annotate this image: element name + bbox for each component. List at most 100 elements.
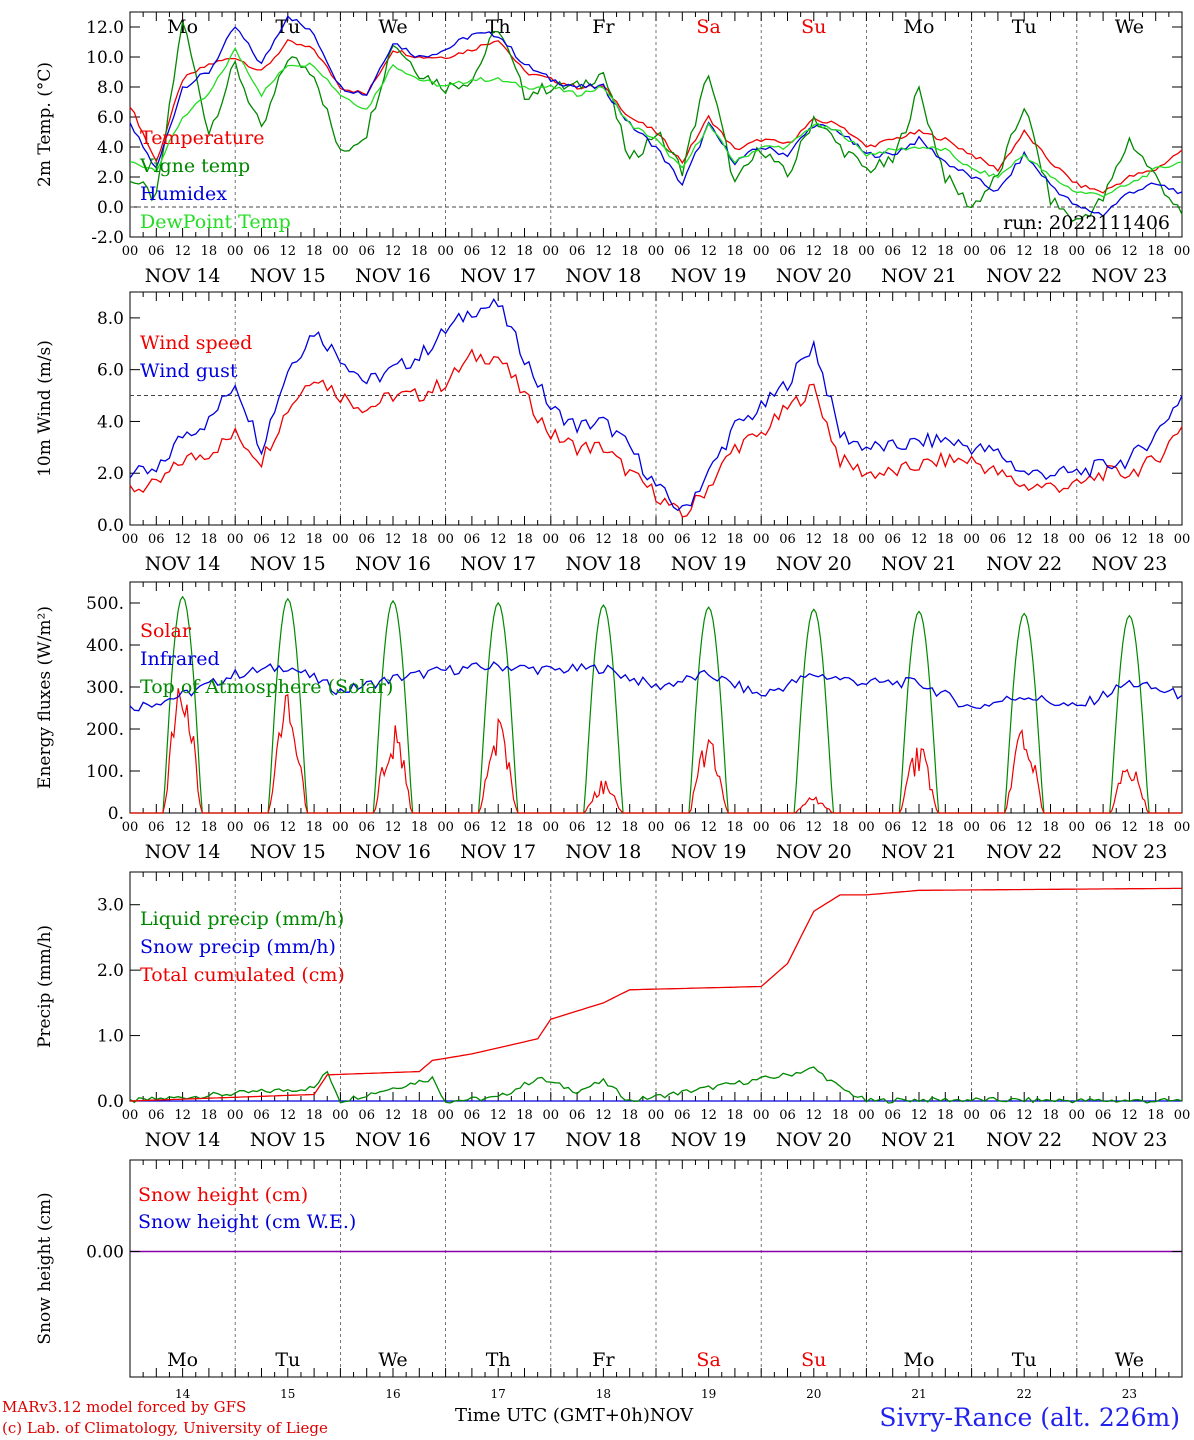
- hour-tick-label: 00: [963, 244, 980, 259]
- date-label: NOV 18: [565, 841, 641, 863]
- hour-tick-label: 18: [516, 820, 533, 835]
- date-label: NOV 20: [776, 265, 852, 287]
- hour-tick-label: 18: [832, 244, 849, 259]
- hour-tick-label: 06: [990, 244, 1007, 259]
- y-tick-label: 500.: [86, 594, 124, 614]
- y-tick-label: 100.: [86, 762, 124, 782]
- hour-tick-label: 18: [1147, 244, 1164, 259]
- wind-series-line: [129, 348, 1183, 518]
- hour-tick-label: 12: [174, 532, 191, 547]
- hour-tick-label: 12: [385, 820, 402, 835]
- hour-tick-label: 06: [1095, 532, 1112, 547]
- hour-tick-label: 18: [727, 532, 744, 547]
- hour-tick-label: 12: [1121, 1108, 1138, 1123]
- date-label: NOV 18: [565, 1129, 641, 1151]
- hour-tick-label: 06: [1095, 244, 1112, 259]
- liquid-precip-line: [129, 1066, 1183, 1104]
- y-axis-label: Snow height (cm): [35, 1192, 55, 1344]
- hour-tick-label: 00: [122, 1108, 139, 1123]
- hour-tick-label: 12: [174, 820, 191, 835]
- hour-tick-label: 18: [727, 820, 744, 835]
- month-label: NOV: [649, 1405, 694, 1426]
- hour-tick-label: 18: [1042, 532, 1059, 547]
- y-tick-label: 6.0: [97, 361, 124, 381]
- hour-tick-label: 00: [122, 532, 139, 547]
- legend-entry: Vigne temp: [139, 155, 250, 177]
- hour-tick-label: 00: [227, 244, 244, 259]
- hour-tick-label: 12: [1121, 532, 1138, 547]
- hour-tick-label: 12: [490, 532, 507, 547]
- y-tick-label: 10.0: [86, 48, 124, 68]
- date-label: NOV 16: [355, 841, 431, 863]
- legend-entry: Liquid precip (mm/h): [140, 908, 344, 930]
- weekday-label: Mo: [167, 1349, 198, 1371]
- hour-tick-label: 00: [858, 820, 875, 835]
- hour-tick-label: 00: [437, 244, 454, 259]
- weekday-label: Fr: [592, 16, 615, 38]
- hour-tick-label: 00: [1069, 820, 1086, 835]
- hour-tick-label: 18: [727, 1108, 744, 1123]
- hour-tick-label: 18: [411, 244, 428, 259]
- wind-series-line: [129, 298, 1183, 512]
- location-title: Sivry-Rance (alt. 226m): [879, 1403, 1180, 1432]
- date-label: NOV 18: [565, 553, 641, 575]
- hour-tick-label: 06: [779, 532, 796, 547]
- infrared-line: [129, 661, 1183, 712]
- weekday-label: Tu: [275, 16, 300, 38]
- hour-tick-label: 12: [595, 1108, 612, 1123]
- hour-tick-label: 00: [1069, 1108, 1086, 1123]
- hour-tick-label: 06: [674, 820, 691, 835]
- weekday-label: Th: [486, 16, 511, 38]
- hour-tick-label: 06: [990, 820, 1007, 835]
- hour-tick-label: 00: [437, 820, 454, 835]
- x-axis-label: Time UTC (GMT+0h): [455, 1405, 650, 1426]
- hour-tick-label: 18: [201, 244, 218, 259]
- date-label: NOV 22: [986, 1129, 1062, 1151]
- hour-tick-label: 18: [411, 820, 428, 835]
- hour-tick-label: 12: [595, 532, 612, 547]
- legend-entry: Snow height (cm W.E.): [138, 1211, 356, 1233]
- date-label: NOV 14: [145, 841, 221, 863]
- weekday-label: Tu: [275, 1349, 300, 1371]
- run-annotation: run: 2022111406: [1003, 212, 1170, 234]
- y-tick-label: 0.00: [86, 1243, 124, 1263]
- date-label: NOV 22: [986, 265, 1062, 287]
- weekday-label: We: [1115, 1349, 1144, 1371]
- date-label: NOV 15: [250, 841, 326, 863]
- panel-2: [129, 291, 1183, 526]
- hour-tick-label: 12: [700, 532, 717, 547]
- weekday-label: Mo: [904, 16, 935, 38]
- hour-tick-label: 06: [464, 532, 481, 547]
- legend-entry: Wind gust: [140, 360, 238, 382]
- hour-tick-label: 18: [201, 820, 218, 835]
- date-label: NOV 14: [145, 553, 221, 575]
- hour-tick-label: 00: [648, 820, 665, 835]
- hour-tick-label: 12: [806, 532, 823, 547]
- y-tick-label: -2.0: [91, 228, 124, 248]
- hour-tick-label: 18: [1042, 820, 1059, 835]
- hour-tick-label: 18: [621, 820, 638, 835]
- y-tick-label: 4.0: [97, 412, 124, 432]
- weekday-label: Sa: [696, 16, 720, 38]
- hour-tick-label: 00: [858, 244, 875, 259]
- hour-tick-label: 12: [174, 1108, 191, 1123]
- date-label: NOV 15: [250, 1129, 326, 1151]
- legend-entry: DewPoint Temp: [140, 211, 291, 233]
- day-number-label: 18: [596, 1387, 611, 1401]
- hour-tick-label: 12: [1121, 820, 1138, 835]
- y-tick-label: 0.: [108, 804, 124, 824]
- day-number-label: 21: [911, 1387, 926, 1401]
- hour-tick-label: 12: [700, 1108, 717, 1123]
- date-label: NOV 21: [881, 265, 957, 287]
- y-tick-label: 0.0: [97, 1092, 124, 1112]
- hour-tick-label: 06: [990, 1108, 1007, 1123]
- date-label: NOV 16: [355, 265, 431, 287]
- date-label: NOV 22: [986, 841, 1062, 863]
- hour-tick-label: 06: [569, 532, 586, 547]
- y-axis-label: Energy fluxes (W/m²): [35, 606, 55, 789]
- hour-tick-label: 00: [437, 1108, 454, 1123]
- hour-tick-label: 06: [569, 244, 586, 259]
- y-tick-label: 0.0: [97, 198, 124, 218]
- x-axis-title: Time UTC (GMT+0h)NOV: [455, 1405, 693, 1426]
